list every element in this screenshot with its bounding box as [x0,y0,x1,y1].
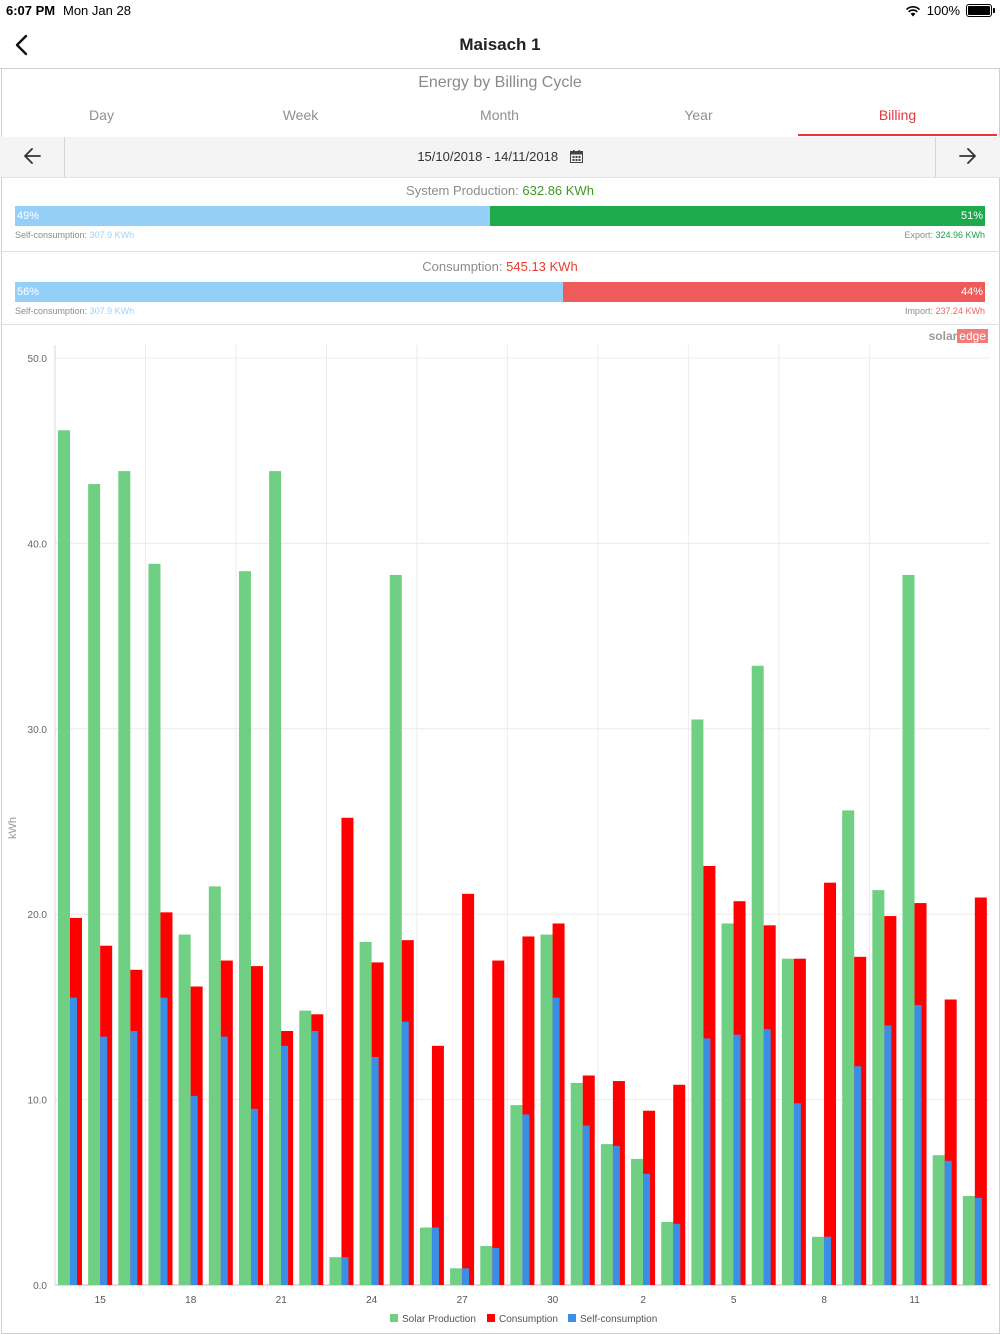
page-title: Maisach 1 [459,35,541,54]
tab-day[interactable]: Day [89,107,114,123]
consumption-import-percent: 44% [960,286,983,298]
consumption-self-caption-label: Self-consumption: [15,306,88,316]
consumption-self-segment: 56% [15,282,564,302]
battery-icon [966,4,995,17]
production-value: 632.86 KWh [522,183,594,198]
solaredge-logo: solar edge [929,329,988,343]
production-export-caption: Export: 324.96 KWh [904,230,985,240]
production-export-caption-label: Export: [904,230,933,240]
battery-percent: 100% [926,3,960,18]
consumption-import-caption: Import: 237.24 KWh [905,306,985,316]
production-self-caption: Self-consumption: 307.9 KWh [15,230,134,240]
production-self-caption-label: Self-consumption: [15,230,88,240]
production-summary-title: System Production: 632.86 KWh [0,183,1000,198]
production-self-caption-value: 307.9 KWh [89,230,135,240]
chart-divider [2,324,998,325]
consumption-import-segment: 44% [563,282,985,302]
tab-billing[interactable]: Billing [798,100,997,136]
consumption-summary-title: Consumption: 545.13 KWh [0,259,1000,274]
date-selector: 15/10/2018 - 14/11/2018 [0,137,1000,178]
logo-edge-text: edge [957,329,988,343]
consumption-self-caption-value: 307.9 KWh [89,306,135,316]
consumption-label: Consumption: [422,259,503,274]
production-label: System Production: [406,183,519,198]
tab-week[interactable]: Week [282,107,319,123]
consumption-split-bar: 56% 44% [15,282,985,302]
navigation-bar: Maisach 1 [0,22,1000,69]
production-self-percent: 49% [17,210,40,222]
wifi-icon [905,5,920,16]
calendar-icon[interactable] [569,150,583,163]
back-chevron-icon[interactable] [8,30,36,60]
consumption-self-percent: 56% [17,286,40,298]
summary-divider [2,251,998,252]
consumption-self-caption: Self-consumption: 307.9 KWh [15,306,134,316]
status-time: 6:07 PM [6,3,56,18]
production-split-bar: 49% 51% [15,206,985,226]
consumption-value: 545.13 KWh [506,259,578,274]
period-tabs: Day Week Month Year Billing [0,100,1000,136]
date-range-text: 15/10/2018 - 14/11/2018 [417,149,559,164]
status-right: 100% [905,3,995,18]
date-range[interactable]: 15/10/2018 - 14/11/2018 [0,149,1000,164]
status-bar: 6:07 PM Mon Jan 28 100% [0,0,1000,22]
consumption-import-caption-label: Import: [904,306,933,316]
consumption-import-caption-value: 237.24 KWh [935,306,985,316]
section-title: Energy by Billing Cycle [418,74,582,91]
status-date: Mon Jan 28 [63,3,131,18]
production-export-caption-value: 324.96 KWh [935,230,985,240]
production-export-percent: 51% [960,210,983,222]
logo-solar-text: solar [928,329,958,343]
production-export-segment: 51% [490,206,985,226]
production-self-segment: 49% [15,206,491,226]
previous-period-arrow-icon[interactable] [2,137,65,177]
tab-month[interactable]: Month [480,107,519,123]
next-period-arrow-icon[interactable] [935,137,998,177]
tab-year[interactable]: Year [684,107,713,123]
